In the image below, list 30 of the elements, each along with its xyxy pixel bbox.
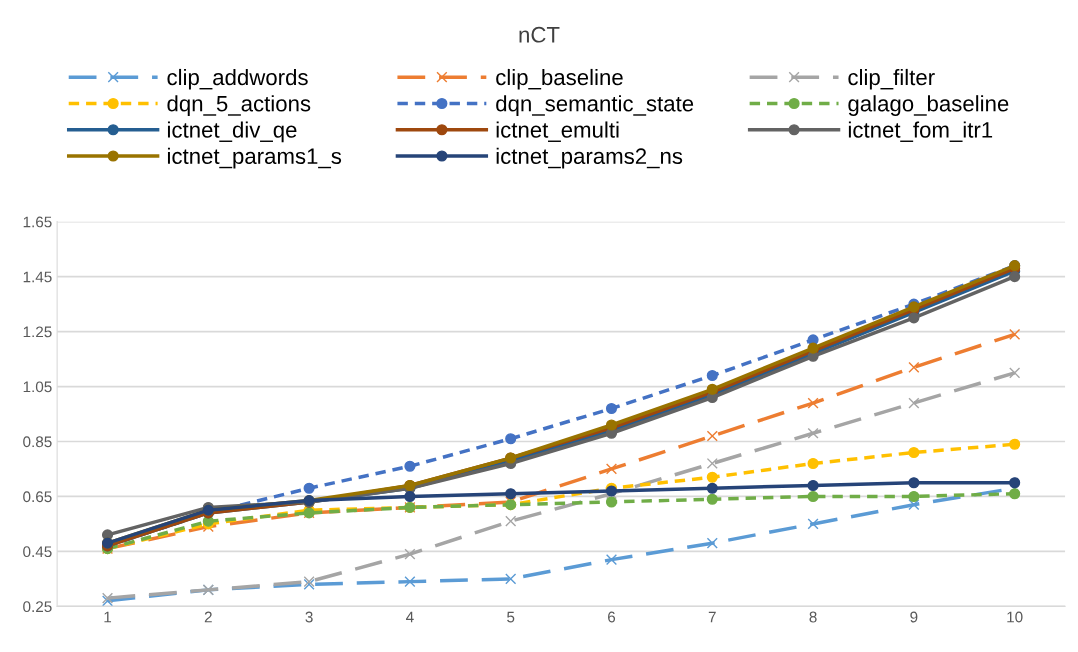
x-tick-label: 7	[708, 611, 716, 623]
y-tick-label: 1.45	[23, 271, 52, 283]
legend-label: dqn_semantic_state	[496, 95, 694, 116]
x-tick-label: 4	[406, 611, 414, 623]
x-tick-label: 1	[104, 611, 112, 623]
x-tick-label: 8	[809, 611, 817, 623]
y-tick-label: 1.25	[23, 326, 52, 338]
y-tick-label: 0.25	[23, 601, 52, 613]
legend-label: ictnet_emulti	[496, 121, 619, 142]
legend-label: ictnet_params2_ns	[496, 147, 683, 169]
y-tick-label: 0.85	[23, 436, 52, 448]
y-tick-label: 1.65	[23, 216, 52, 228]
x-tick-label: 9	[910, 611, 918, 623]
legend-label: ictnet_div_qe	[167, 121, 297, 143]
x-tick-label: 10	[1007, 611, 1023, 623]
legend-label: clip_filter	[848, 68, 935, 90]
y-tick-label: 1.05	[23, 381, 52, 393]
legend-label: clip_addwords	[167, 68, 308, 90]
legend-label: clip_baseline	[496, 68, 623, 90]
y-tick-label: 0.45	[23, 546, 52, 558]
legend-label: ictnet_params1_s	[167, 147, 342, 169]
x-tick-label: 2	[204, 611, 212, 623]
legend-label: galago_baseline	[848, 95, 1009, 116]
legend-label: ictnet_fom_itr1	[848, 121, 993, 142]
x-tick-label: 5	[507, 611, 515, 623]
legend-label: dqn_5_actions	[167, 95, 311, 116]
y-tick-label: 0.65	[23, 491, 52, 503]
x-tick-label: 6	[608, 611, 616, 623]
chart-title: nCT	[519, 26, 560, 43]
x-tick-label: 3	[305, 611, 313, 623]
